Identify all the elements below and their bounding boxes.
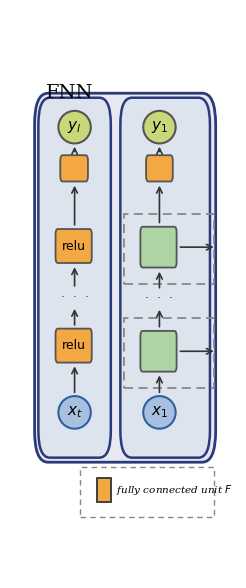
FancyBboxPatch shape — [56, 229, 92, 263]
Text: $y_l$: $y_l$ — [67, 119, 82, 135]
Bar — [124, 318, 214, 389]
Ellipse shape — [58, 111, 91, 143]
Bar — [124, 214, 214, 284]
Text: ·  ·  ·: · · · — [145, 292, 173, 305]
Bar — [97, 478, 111, 502]
Text: relu: relu — [62, 239, 86, 252]
FancyBboxPatch shape — [146, 155, 173, 182]
FancyBboxPatch shape — [56, 329, 92, 363]
Text: FNN: FNN — [46, 84, 93, 102]
Text: $y_1$: $y_1$ — [151, 119, 168, 135]
Ellipse shape — [143, 111, 176, 143]
Text: relu: relu — [62, 339, 86, 352]
Ellipse shape — [143, 396, 176, 429]
FancyBboxPatch shape — [140, 331, 177, 372]
FancyBboxPatch shape — [120, 98, 210, 457]
FancyBboxPatch shape — [38, 98, 111, 457]
Text: ·  ·  ·: · · · — [61, 291, 89, 305]
FancyBboxPatch shape — [60, 155, 88, 182]
FancyBboxPatch shape — [34, 93, 216, 462]
Text: $x_1$: $x_1$ — [151, 405, 168, 420]
Text: $x_t$: $x_t$ — [67, 405, 83, 420]
FancyBboxPatch shape — [140, 227, 177, 268]
Text: fully connected unit $F$: fully connected unit $F$ — [116, 483, 232, 497]
Bar — [80, 467, 214, 516]
Ellipse shape — [58, 396, 91, 429]
